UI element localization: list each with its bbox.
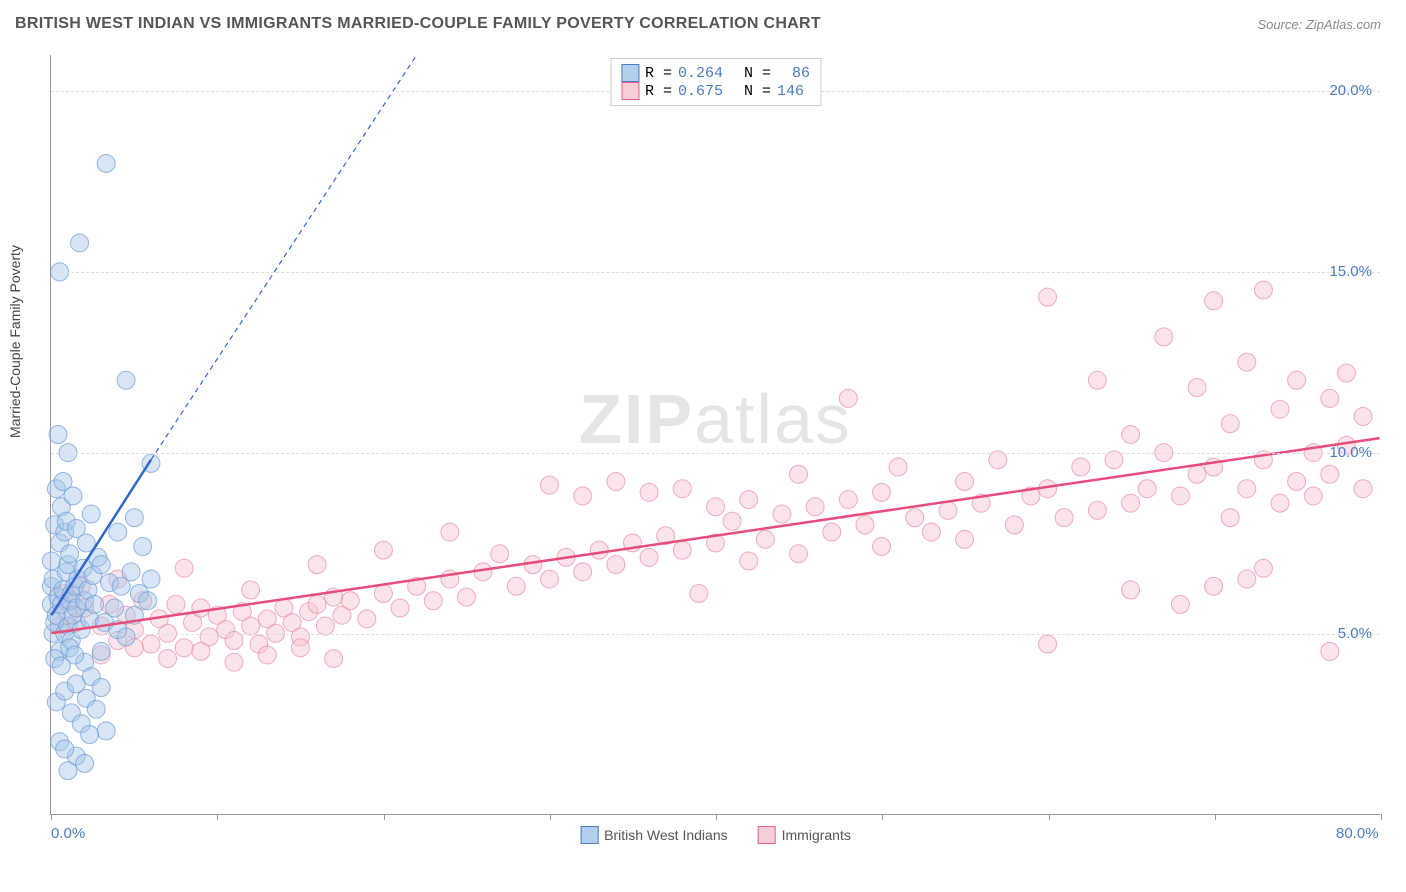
legend-item-imm: Immigrants — [758, 826, 851, 844]
series-legend: British West Indians Immigrants — [580, 826, 851, 844]
n-value-imm: 146 — [777, 83, 804, 100]
r-label: R = — [645, 83, 672, 100]
r-value-imm: 0.675 — [678, 83, 723, 100]
r-label: R = — [645, 65, 672, 82]
y-axis-label: Married-Couple Family Poverty — [7, 245, 23, 438]
swatch-bwi — [621, 64, 639, 82]
correlation-legend: R = 0.264 N = 86 R = 0.675 N = 146 — [610, 58, 821, 106]
legend-label-imm: Immigrants — [782, 827, 851, 843]
y-tick-label: 15.0% — [1329, 263, 1372, 280]
n-label: N = — [744, 83, 771, 100]
x-tick-label: 0.0% — [51, 825, 85, 842]
swatch-imm — [621, 82, 639, 100]
legend-row-bwi: R = 0.264 N = 86 — [621, 64, 810, 82]
legend-item-bwi: British West Indians — [580, 826, 727, 844]
legend-label-bwi: British West Indians — [604, 827, 727, 843]
y-tick-label: 5.0% — [1338, 625, 1372, 642]
swatch-bwi-bottom — [580, 826, 598, 844]
x-tick-label: 80.0% — [1336, 825, 1379, 842]
legend-row-imm: R = 0.675 N = 146 — [621, 82, 810, 100]
y-tick-label: 20.0% — [1329, 82, 1372, 99]
n-label: N = — [744, 65, 771, 82]
r-value-bwi: 0.264 — [678, 65, 723, 82]
y-tick-label: 10.0% — [1329, 444, 1372, 461]
source-attribution: Source: ZipAtlas.com — [1257, 17, 1381, 32]
chart-title: BRITISH WEST INDIAN VS IMMIGRANTS MARRIE… — [15, 15, 821, 33]
scatter-svg — [51, 55, 1380, 814]
n-value-bwi: 86 — [792, 65, 810, 82]
chart-plot-area: ZIPatlas R = 0.264 N = 86 R = 0.675 N = … — [50, 55, 1380, 815]
swatch-imm-bottom — [758, 826, 776, 844]
